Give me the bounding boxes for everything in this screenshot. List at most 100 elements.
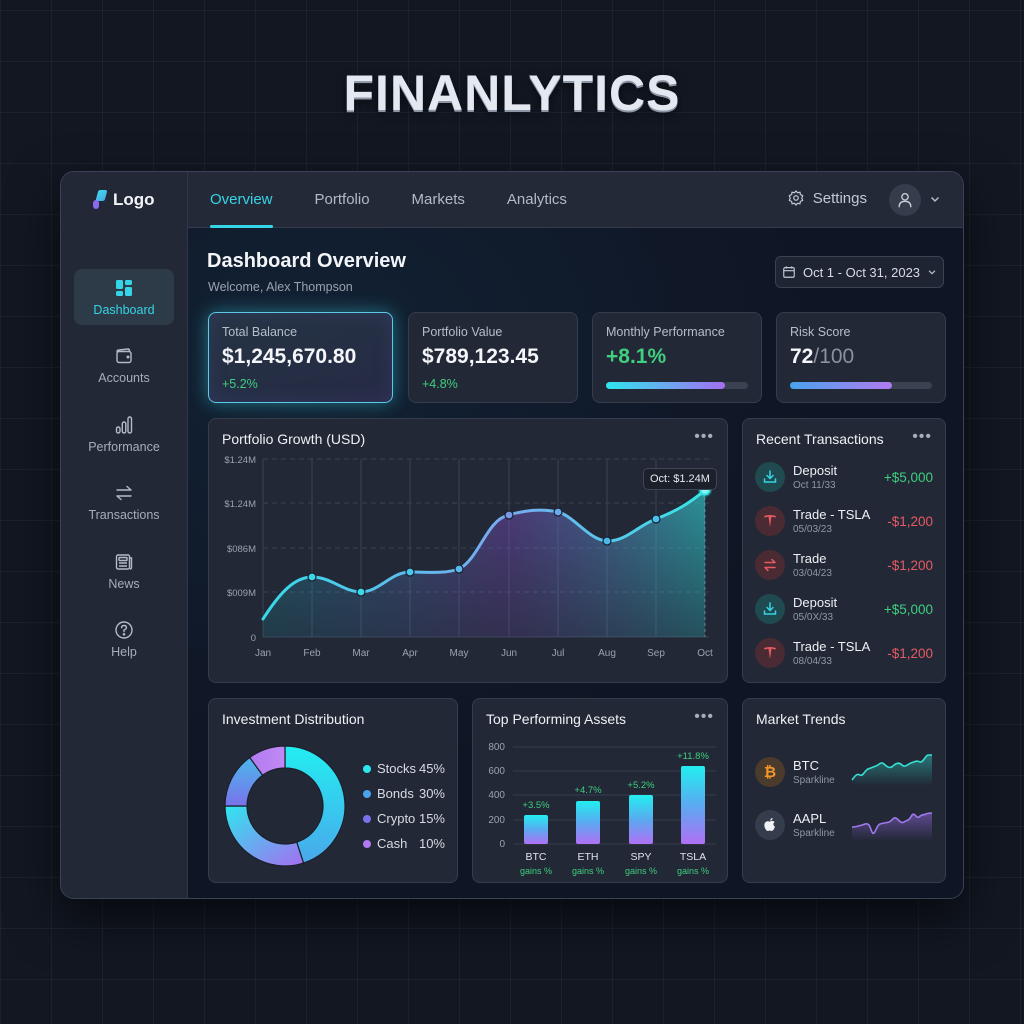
sidebar: Logo Dashboard Accounts Performance Tran… <box>61 172 188 898</box>
bar-annotations: +3.5% +4.7% +5.2% +11.8% <box>522 751 709 811</box>
stat-card-total-balance[interactable]: Total Balance $1,245,670.80 +5.2% <box>208 312 393 403</box>
card-title: Investment Distribution <box>222 711 365 727</box>
stat-card-monthly-performance[interactable]: Monthly Performance +8.1% <box>592 312 762 403</box>
svg-text:$086M: $086M <box>227 544 256 555</box>
more-options-button[interactable]: ••• <box>694 708 714 725</box>
svg-text:400: 400 <box>488 790 505 801</box>
transaction-amount: -$1,200 <box>887 513 933 529</box>
svg-text:BTC: BTC <box>526 851 547 863</box>
trend-row-aapl[interactable]: AAPL Sparkline <box>755 808 933 842</box>
sidebar-item-performance[interactable]: Performance <box>74 406 174 462</box>
transaction-date: 03/04/23 <box>793 568 832 579</box>
transaction-amount: +$5,000 <box>883 469 933 485</box>
deposit-icon <box>755 462 785 492</box>
trend-row-btc[interactable]: ₿ BTC Sparkline <box>755 755 933 789</box>
top-assets-card: Top Performing Assets ••• 800 600 400 20… <box>472 698 728 883</box>
apple-icon <box>755 810 785 840</box>
sidebar-item-transactions[interactable]: Transactions <box>74 475 174 531</box>
risk-progress-bar <box>790 382 932 389</box>
bar-btc <box>524 815 548 844</box>
tab-markets[interactable]: Markets <box>411 191 465 208</box>
bar-chart-icon <box>115 415 133 434</box>
user-avatar[interactable] <box>889 184 921 216</box>
svg-text:gains %: gains % <box>625 866 657 876</box>
btc-sparkline <box>851 754 932 786</box>
tab-analytics[interactable]: Analytics <box>506 191 567 208</box>
legend-cash: Cash 10% <box>363 836 445 851</box>
transaction-name: Trade - TSLA <box>793 507 871 522</box>
trend-subtitle: Sparkline <box>793 775 835 786</box>
transaction-row[interactable]: Trade - TSLA 05/03/23 -$1,200 <box>755 503 933 539</box>
dashboard-grid-icon <box>116 279 132 296</box>
more-options-button[interactable]: ••• <box>694 428 714 445</box>
donut-slice-bonds <box>224 805 305 867</box>
tab-overview[interactable]: Overview <box>210 172 273 228</box>
trend-name: AAPL <box>793 811 827 826</box>
svg-text:ETH: ETH <box>578 851 599 863</box>
progress-fill <box>606 382 726 389</box>
card-title: Market Trends <box>756 711 846 727</box>
svg-text:Aug: Aug <box>598 648 616 659</box>
card-title: Top Performing Assets <box>486 711 627 727</box>
transaction-row[interactable]: Deposit Oct 11/33 +$5,000 <box>755 459 933 495</box>
settings-button[interactable]: Settings <box>787 189 867 207</box>
svg-text:gains %: gains % <box>520 866 552 876</box>
svg-text:Jun: Jun <box>501 648 517 659</box>
svg-text:+3.5%: +3.5% <box>522 800 550 811</box>
transaction-date: 08/04/33 <box>793 656 832 667</box>
chevron-down-icon <box>928 270 936 275</box>
wallet-icon <box>116 348 132 364</box>
date-range-picker[interactable]: Oct 1 - Oct 31, 2023 <box>775 256 944 288</box>
newspaper-icon <box>115 553 133 570</box>
logo-text: Logo <box>113 190 155 209</box>
page-title: Dashboard Overview <box>207 250 406 272</box>
transaction-row[interactable]: Trade 03/04/23 -$1,200 <box>755 547 933 583</box>
trend-subtitle: Sparkline <box>793 828 835 839</box>
svg-text:+4.7%: +4.7% <box>574 785 602 796</box>
sidebar-item-dashboard[interactable]: Dashboard <box>74 269 174 325</box>
growth-area <box>263 490 705 637</box>
y-axis-labels: 800 600 400 200 0 <box>488 742 505 850</box>
stat-label: Monthly Performance <box>606 325 725 339</box>
user-icon <box>898 193 912 208</box>
investment-distribution-card: Investment Distribution <box>208 698 458 883</box>
transaction-name: Trade - TSLA <box>793 639 871 654</box>
performance-progress-bar <box>606 382 748 389</box>
transaction-amount: +$5,000 <box>883 601 933 617</box>
svg-text:Oct: Oct <box>697 648 713 659</box>
svg-text:+5.2%: +5.2% <box>627 780 655 791</box>
stat-label: Total Balance <box>222 325 298 339</box>
growth-line <box>261 488 707 621</box>
sidebar-item-label: Performance <box>88 439 160 454</box>
sidebar-item-news[interactable]: News <box>74 543 174 599</box>
svg-text:600: 600 <box>488 766 505 777</box>
stat-card-risk-score[interactable]: Risk Score 72/100 <box>776 312 946 403</box>
sidebar-item-accounts[interactable]: Accounts <box>74 338 174 394</box>
chevron-down-icon[interactable] <box>929 193 941 205</box>
stat-value: +8.1% <box>606 345 667 368</box>
bar-spy <box>629 795 653 844</box>
svg-text:200: 200 <box>488 815 505 826</box>
tab-portfolio[interactable]: Portfolio <box>314 191 370 208</box>
sidebar-item-label: News <box>108 576 140 591</box>
transaction-row[interactable]: Deposit 05/0X/33 +$5,000 <box>755 591 933 627</box>
risk-score-value: 72 <box>790 345 814 368</box>
bitcoin-icon: ₿ <box>755 757 785 787</box>
logo-mark-icon <box>93 190 107 210</box>
transaction-amount: -$1,200 <box>887 557 933 573</box>
transaction-date: 05/0X/33 <box>793 612 834 623</box>
stat-value: $789,123.45 <box>422 345 539 368</box>
stat-label: Risk Score <box>790 325 851 339</box>
more-options-button[interactable]: ••• <box>912 428 932 445</box>
svg-text:Jan: Jan <box>255 648 271 659</box>
transaction-date: Oct 11/33 <box>793 480 836 491</box>
donut-slice-stocks <box>284 745 346 864</box>
transaction-name: Trade <box>793 551 827 566</box>
logo[interactable]: Logo <box>93 190 155 210</box>
side-nav: Dashboard Accounts Performance Transacti… <box>74 269 174 680</box>
sidebar-item-help[interactable]: Help <box>74 612 174 668</box>
stat-card-portfolio-value[interactable]: Portfolio Value $789,123.45 +4.8% <box>408 312 578 403</box>
welcome-text: Welcome, Alex Thompson <box>208 280 353 294</box>
transaction-row[interactable]: Trade - TSLA 08/04/33 -$1,200 <box>755 635 933 671</box>
bar-eth <box>576 801 600 844</box>
